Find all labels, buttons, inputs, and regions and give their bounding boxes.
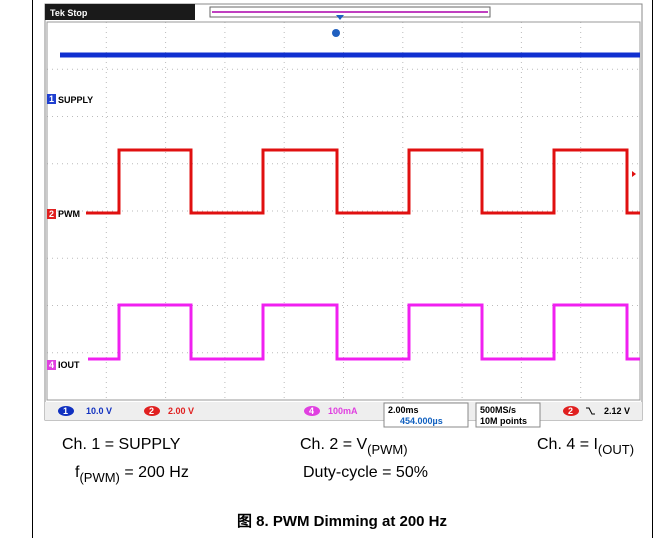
figure-title: 图 8. PWM Dimming at 200 Hz — [237, 513, 447, 530]
waveform-pwm — [86, 148, 640, 215]
ch2-label: PWM — [58, 209, 80, 219]
caption-ch2: Ch. 2 = V(PWM) — [300, 436, 408, 457]
caption-duty: Duty-cycle = 50% — [303, 464, 428, 481]
ch1-marker-box — [47, 94, 56, 104]
ch2-scale: 2.00 V — [168, 406, 194, 416]
delay: 454.000µs — [400, 416, 443, 426]
caption-ch1: Ch. 1 = SUPPLY — [62, 436, 181, 453]
trigger-level-marker — [632, 171, 636, 177]
ch4-badge-text: 4 — [309, 406, 314, 416]
caption-ch2-main: Ch. 2 = V — [300, 436, 367, 453]
ch1-marker: 1 — [49, 94, 54, 104]
ch1-badge — [58, 406, 74, 416]
caption-freq: f(PWM) = 200 Hz — [75, 464, 189, 485]
ch4-scale: 100mA — [328, 406, 358, 416]
trig-badge-text: 2 — [568, 406, 573, 416]
ch1-label: SUPPLY — [58, 95, 93, 105]
caption-ch2-sub: (PWM) — [367, 442, 407, 457]
caption-ch4-sub: (OUT) — [598, 442, 634, 457]
ch1-badge-text: 1 — [63, 406, 68, 416]
ch1-scale: 10.0 V — [86, 406, 112, 416]
grid — [47, 22, 640, 400]
status-text: Tek Stop — [50, 8, 88, 18]
ch2-badge — [144, 406, 160, 416]
timebase: 2.00ms — [388, 405, 419, 415]
sample-rate: 500MS/s — [480, 405, 516, 415]
ch2-badge-text: 2 — [149, 406, 154, 416]
ch4-marker: 4 — [49, 360, 54, 370]
caption-ch4-main: Ch. 4 = I — [537, 436, 598, 453]
trig-badge — [563, 406, 579, 416]
acq-box — [475, 402, 541, 428]
caption-ch4: Ch. 4 = I(OUT) — [537, 436, 634, 457]
ch4-label: IOUT — [58, 360, 80, 370]
caption-freq-post: = 200 Hz — [120, 464, 189, 481]
trigger-pos — [336, 15, 344, 20]
ch4-badge — [304, 406, 320, 416]
trigger-marker — [332, 29, 340, 37]
ch2-marker: 2 — [49, 209, 54, 219]
caption-freq-pre: f — [75, 464, 80, 481]
trigger-level: 2.12 V — [604, 406, 630, 416]
ch4-marker-box — [47, 360, 56, 370]
timebase-box — [383, 402, 469, 428]
trig-slope — [586, 407, 595, 415]
record-length: 10M points — [480, 416, 527, 426]
ch2-marker-box — [47, 209, 56, 219]
status-bar — [45, 4, 195, 20]
waveform-iout — [88, 303, 640, 361]
caption-freq-sub: (PWM) — [79, 470, 119, 485]
